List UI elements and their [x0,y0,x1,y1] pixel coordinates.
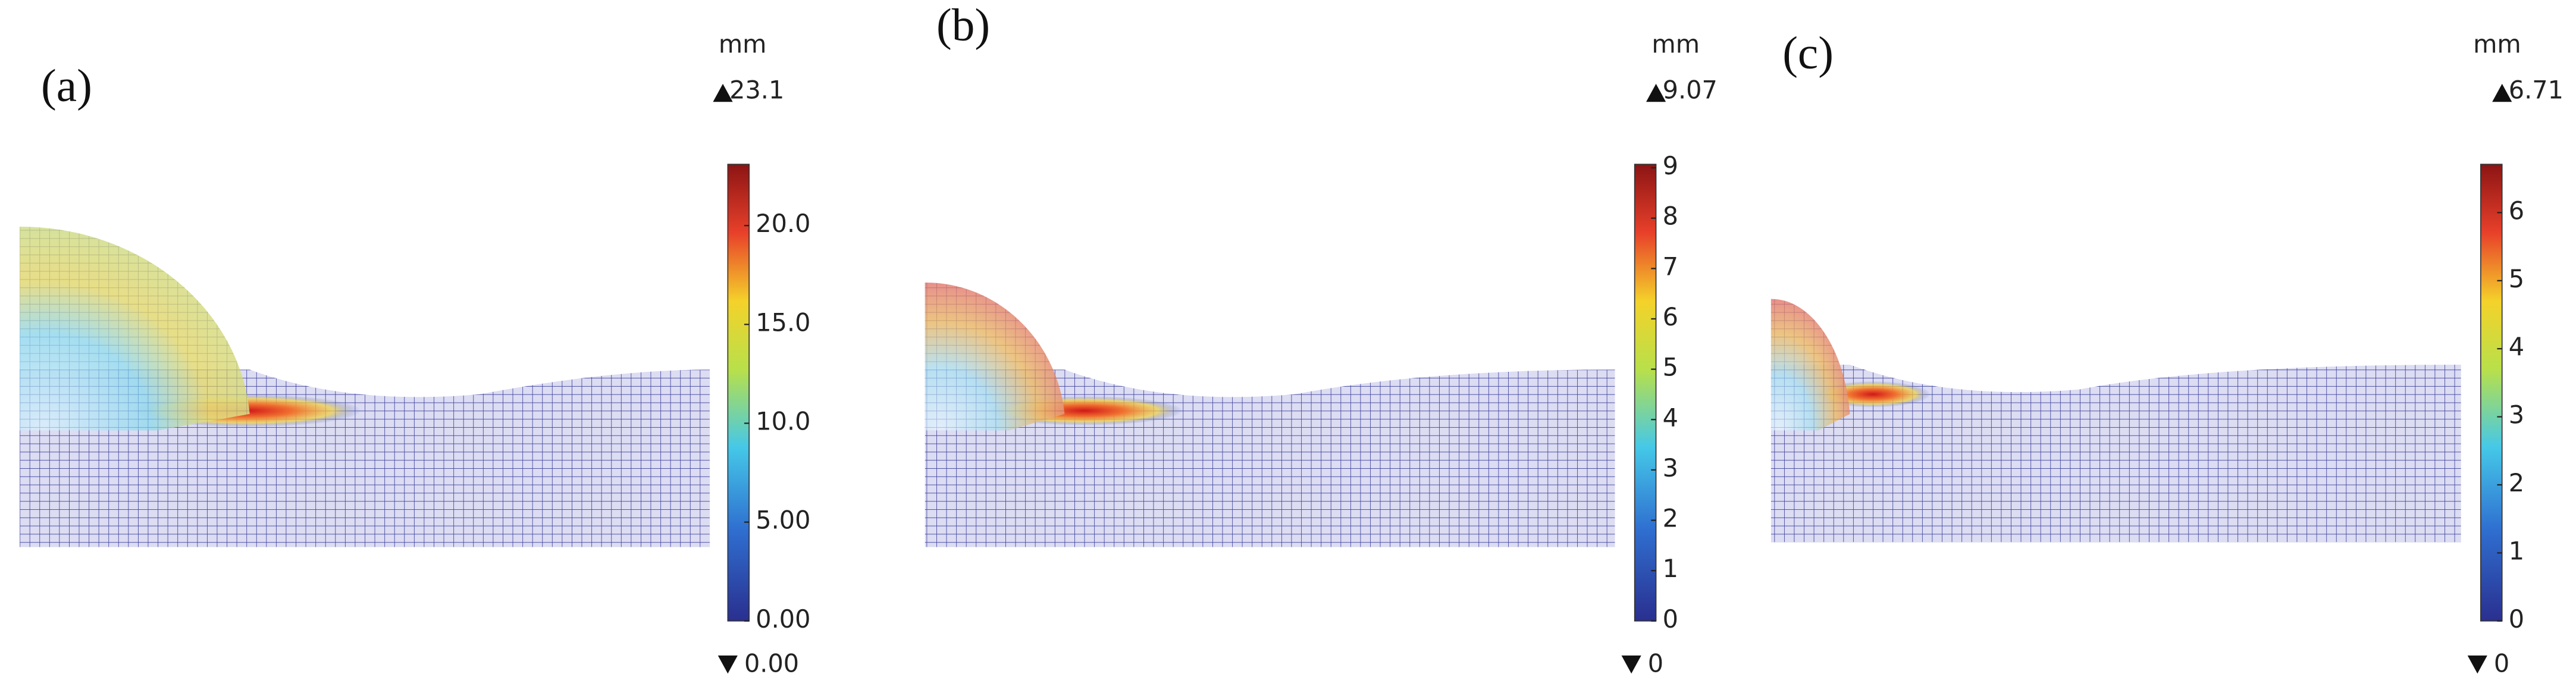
colorbar-tick-label: 2 [2509,469,2524,497]
colorbar-tick-label: 1 [1663,554,1678,583]
colorbar-tick-label: 8 [1663,202,1678,231]
min-value: 0 [1648,649,1663,678]
bump-mesh [925,282,1065,431]
bump-mesh [20,227,250,431]
max-triangle [2492,83,2512,102]
min-value: 0.00 [744,649,799,678]
max-triangle [713,83,733,102]
colorbar-tick-label: 1 [2509,537,2524,565]
colorbar-tick-label: 5 [1663,353,1678,382]
max-triangle [1646,83,1666,102]
max-value: 23.1 [729,76,784,105]
colorbar-tick-label: 6 [1663,303,1678,331]
max-value: 9.07 [1663,76,1718,105]
colorbar-tick-label: 9 [1663,152,1678,180]
panel: (a) mm 23.1 0.00 0.00 5.00 10.0 15.0 20.0 [20,30,810,678]
colorbar [1634,164,1657,622]
unit-label: mm [719,30,767,58]
panel-label: (c) [1782,27,1834,78]
unit-label: mm [1651,30,1700,58]
min-value: 0 [2494,649,2509,678]
colorbar-tick-label: 20.0 [756,209,810,238]
colorbar-tick-label: 2 [1663,504,1678,533]
colorbar-tick-label: 5 [2509,265,2524,293]
panel-label: (b) [936,0,990,50]
colorbar-tick-label: 0 [1663,605,1678,634]
colorbar-tick-label: 6 [2509,196,2524,225]
substrate-mesh [1770,430,2461,543]
min-triangle [2467,655,2487,674]
colorbar [727,164,750,622]
panel: (c) mm 6.71 00 1 2 3 4 5 6 [1770,27,2564,678]
substrate-mesh [20,430,710,547]
unit-label: mm [2473,30,2521,58]
colorbar-tick-label: 10.0 [756,407,810,435]
min-triangle [1621,655,1641,674]
max-value: 6.71 [2509,76,2564,105]
colorbar-tick-label: 0.00 [756,605,810,634]
panel: (b) mm 9.07 00 1 2 3 4 5 6 7 8 9 [925,0,1718,678]
colorbar-tick-label: 4 [1663,403,1678,432]
substrate-mesh [925,430,1615,547]
min-triangle [717,655,738,674]
colorbar-tick-label: 7 [1663,252,1678,281]
colorbar-tick-label: 5.00 [756,506,810,535]
colorbar-tick-label: 0 [2509,605,2524,634]
colorbar-tick-label: 4 [2509,333,2524,361]
bump-mesh [1770,299,1850,431]
panel-label: (a) [41,60,92,111]
colorbar [2480,164,2503,622]
colorbar-tick-label: 3 [2509,401,2524,430]
coating-mesh [1770,365,2461,431]
colorbar-tick-label: 3 [1663,454,1678,482]
colorbar-tick-label: 15.0 [756,308,810,337]
